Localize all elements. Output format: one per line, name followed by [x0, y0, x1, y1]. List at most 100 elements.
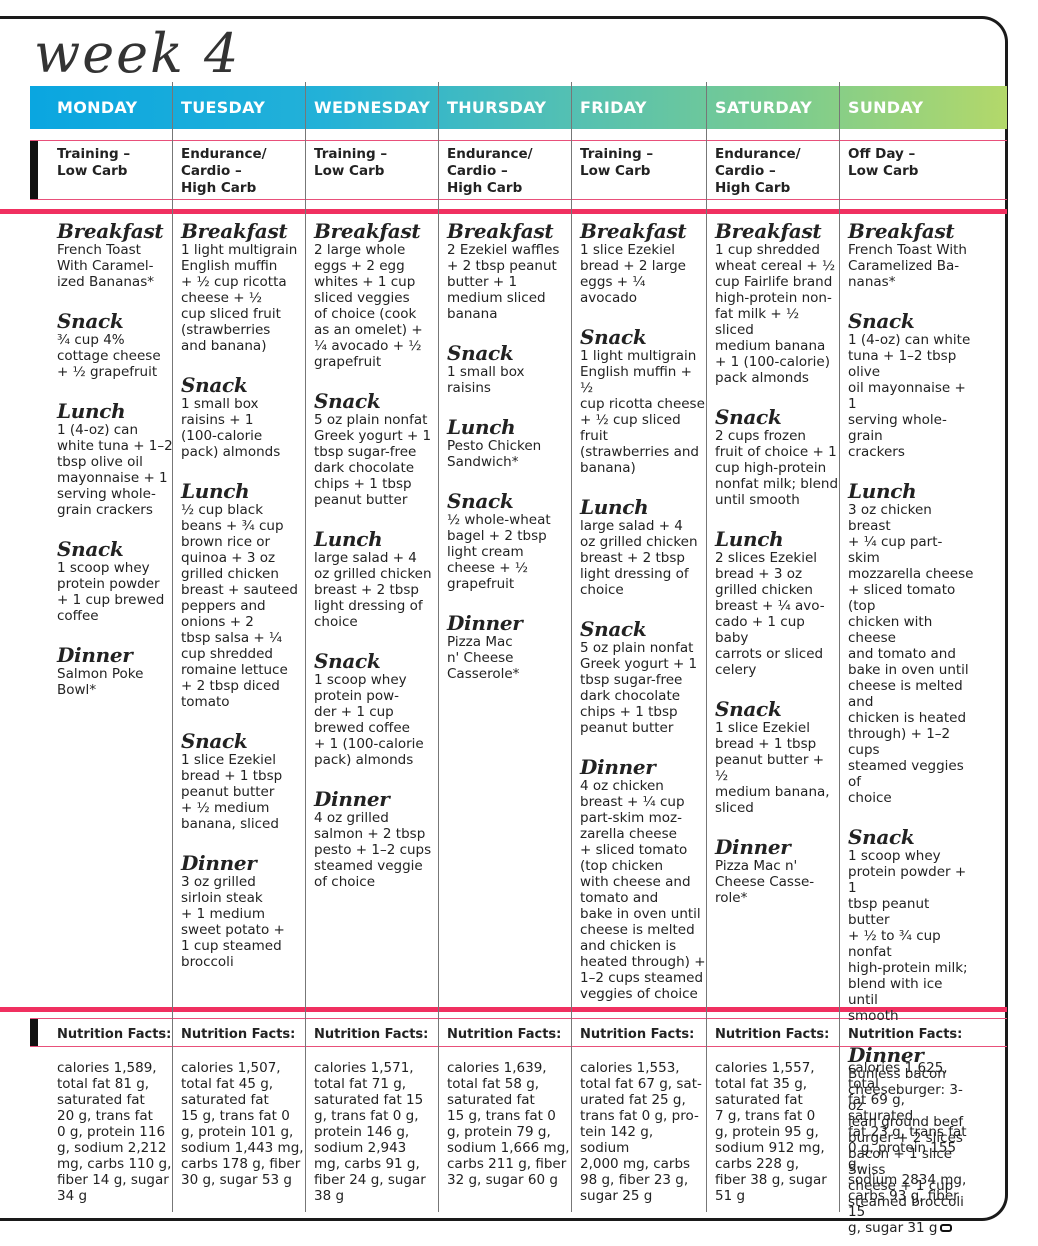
- training-type-tuesday: Endurance/ Cardio – High Carb: [181, 146, 267, 196]
- meal-description: 1 small box raisins: [447, 364, 525, 396]
- meal-name: Dinner: [447, 611, 523, 635]
- meal-item: Snack 1 small box raisins + 1 (100-calori…: [181, 374, 307, 460]
- meal-item: Breakfast 2 large whole eggs + 2 egg whit…: [314, 220, 440, 370]
- nutrition-text: calories 1,625, total fat 69 g, saturate…: [848, 1060, 967, 1236]
- meal-description: 1 (4-oz) can white tuna + 1–2 tbsp olive…: [848, 332, 971, 460]
- nutrition-text: calories 1,589, total fat 81 g, saturate…: [57, 1060, 172, 1204]
- meal-name: Dinner: [57, 643, 133, 667]
- meal-description: 1 light multigrain English muffin + ½ cu…: [181, 242, 298, 354]
- meal-item: Lunch large salad + 4 oz grilled chicken …: [580, 496, 706, 598]
- nutrition-text: calories 1,571, total fat 71 g, saturate…: [314, 1060, 426, 1204]
- day-name-tuesday: TUESDAY: [181, 98, 266, 117]
- meal-item: Snack 1 light multigrain English muffin +…: [580, 326, 706, 476]
- meal-description: 1 cup shredded wheat cereal + ½ cup Fair…: [715, 242, 836, 386]
- nutrition-facts-sunday: calories 1,625, total fat 69 g, saturate…: [848, 1060, 972, 1236]
- meals-thursday: Breakfast 2 Ezekiel waffles + 2 tbsp pean…: [447, 220, 573, 702]
- meal-name: Lunch: [314, 527, 383, 551]
- meals-monday: Breakfast French Toast With Caramel- ized…: [57, 220, 183, 718]
- meal-description: 2 slices Ezekiel bread + 3 oz grilled ch…: [715, 550, 825, 678]
- meal-description: Salmon Poke Bowl*: [57, 666, 144, 698]
- meal-item: Lunch 1 (4-oz) can white tuna + 1–2 tbsp …: [57, 400, 183, 518]
- divider-line: [30, 199, 1007, 200]
- meal-name: Lunch: [580, 495, 649, 519]
- meal-description: 2 Ezekiel waffles + 2 tbsp peanut butter…: [447, 242, 560, 322]
- meal-name: Snack: [447, 489, 514, 513]
- day-name-wednesday: WEDNESDAY: [314, 98, 431, 117]
- meal-name: Breakfast: [314, 219, 421, 243]
- day-name-sunday: SUNDAY: [848, 98, 924, 117]
- meal-name: Dinner: [848, 1043, 924, 1067]
- training-type-saturday: Endurance/ Cardio – High Carb: [715, 146, 801, 196]
- meal-description: 5 oz plain nonfat Greek yogurt + 1 tbsp …: [580, 640, 698, 736]
- row-marker: [30, 141, 38, 199]
- meal-name: Breakfast: [181, 219, 288, 243]
- meal-item: Lunch Pesto Chicken Sandwich*: [447, 416, 573, 470]
- meal-name: Snack: [181, 373, 248, 397]
- nutrition-text: calories 1,553, total fat 67 g, sat- ura…: [580, 1060, 702, 1204]
- meal-name: Snack: [447, 341, 514, 365]
- column-divider: [305, 82, 306, 1212]
- meal-item: Snack 1 scoop whey protein powder + 1 cup…: [57, 538, 183, 624]
- meal-item: Lunch large salad + 4 oz grilled chicken …: [314, 528, 440, 630]
- meal-description: French Toast With Caramel- ized Bananas*: [57, 242, 154, 290]
- nutrition-label-tuesday: Nutrition Facts:: [181, 1027, 296, 1042]
- section-divider: [0, 1007, 1007, 1012]
- meal-name: Dinner: [715, 835, 791, 859]
- meal-description: 3 oz grilled sirloin steak + 1 medium sw…: [181, 874, 285, 970]
- meal-description: Bunless bacon cheeseburger: 3-oz lean gr…: [848, 1066, 964, 1210]
- meals-tuesday: Breakfast 1 light multigrain English muff…: [181, 220, 307, 990]
- nutrition-facts-tuesday: calories 1,507, total fat 45 g, saturate…: [181, 1060, 305, 1188]
- meal-description: Pizza Mac n' Cheese Casserole*: [447, 634, 520, 682]
- divider-line: [30, 140, 1007, 141]
- meal-description: 1 slice Ezekiel bread + 1 tbsp peanut bu…: [715, 720, 830, 816]
- meal-description: 3 oz chicken breast + ¼ cup part-skim mo…: [848, 502, 974, 806]
- page-title: week 4: [34, 22, 241, 85]
- training-type-sunday: Off Day – Low Carb: [848, 146, 919, 179]
- meal-name: Breakfast: [57, 219, 164, 243]
- nutrition-facts-wednesday: calories 1,571, total fat 71 g, saturate…: [314, 1060, 438, 1204]
- meal-name: Snack: [181, 729, 248, 753]
- training-type-friday: Training – Low Carb: [580, 146, 654, 179]
- meal-name: Snack: [580, 617, 647, 641]
- meal-description: ½ cup black beans + ¾ cup brown rice or …: [181, 502, 298, 710]
- meal-item: Snack 1 scoop whey protein pow- der + 1 c…: [314, 650, 440, 768]
- meal-item: Dinner 3 oz grilled sirloin steak + 1 med…: [181, 852, 307, 970]
- nutrition-label-friday: Nutrition Facts:: [580, 1027, 695, 1042]
- meal-name: Snack: [314, 649, 381, 673]
- meal-item: Dinner Bunless bacon cheeseburger: 3-oz l…: [848, 1044, 974, 1210]
- meal-description: 1 (4-oz) can white tuna + 1–2 tbsp olive…: [57, 422, 173, 518]
- meal-description: 1 scoop whey protein powder + 1 cup brew…: [57, 560, 165, 624]
- day-name-saturday: SATURDAY: [715, 98, 813, 117]
- column-divider: [172, 82, 173, 1212]
- meal-description: large salad + 4 oz grilled chicken breas…: [314, 550, 432, 630]
- meal-item: Snack ¾ cup 4% cottage cheese + ½ grapefr…: [57, 310, 183, 380]
- meal-name: Breakfast: [580, 219, 687, 243]
- meal-description: 2 large whole eggs + 2 egg whites + 1 cu…: [314, 242, 423, 370]
- meal-name: Lunch: [848, 479, 917, 503]
- meal-item: Snack ½ whole-wheat bagel + 2 tbsp light …: [447, 490, 573, 592]
- meal-item: Snack 1 slice Ezekiel bread + 1 tbsp pean…: [715, 698, 841, 816]
- column-divider: [839, 82, 840, 1212]
- training-type-wednesday: Training – Low Carb: [314, 146, 388, 179]
- nutrition-facts-monday: calories 1,589, total fat 81 g, saturate…: [57, 1060, 181, 1204]
- meal-name: Breakfast: [447, 219, 554, 243]
- day-header-bar: [30, 86, 1007, 129]
- meal-description: 1 scoop whey protein pow- der + 1 cup br…: [314, 672, 424, 768]
- end-mark-icon: [940, 1224, 953, 1232]
- nutrition-label-monday: Nutrition Facts:: [57, 1027, 172, 1042]
- meal-item: Snack 5 oz plain nonfat Greek yogurt + 1 …: [580, 618, 706, 736]
- meal-description: 1 slice Ezekiel bread + 2 large eggs + ¼…: [580, 242, 686, 306]
- meal-description: 1 slice Ezekiel bread + 1 tbsp peanut bu…: [181, 752, 283, 832]
- day-name-monday: MONDAY: [57, 98, 138, 117]
- row-marker: [30, 1019, 38, 1046]
- nutrition-text: calories 1,507, total fat 45 g, saturate…: [181, 1060, 304, 1188]
- divider-line: [30, 1018, 1007, 1019]
- meal-description: 4 oz grilled salmon + 2 tbsp pesto + 1–2…: [314, 810, 432, 890]
- meal-item: Dinner Pizza Mac n' Cheese Casse- role*: [715, 836, 841, 906]
- meal-description: ¾ cup 4% cottage cheese + ½ grapefruit: [57, 332, 161, 380]
- meal-name: Dinner: [181, 851, 257, 875]
- nutrition-label-saturday: Nutrition Facts:: [715, 1027, 830, 1042]
- meal-description: 1 light multigrain English muffin + ½ cu…: [580, 348, 705, 476]
- meal-item: Snack 2 cups frozen fruit of choice + 1 c…: [715, 406, 841, 508]
- meal-name: Breakfast: [848, 219, 955, 243]
